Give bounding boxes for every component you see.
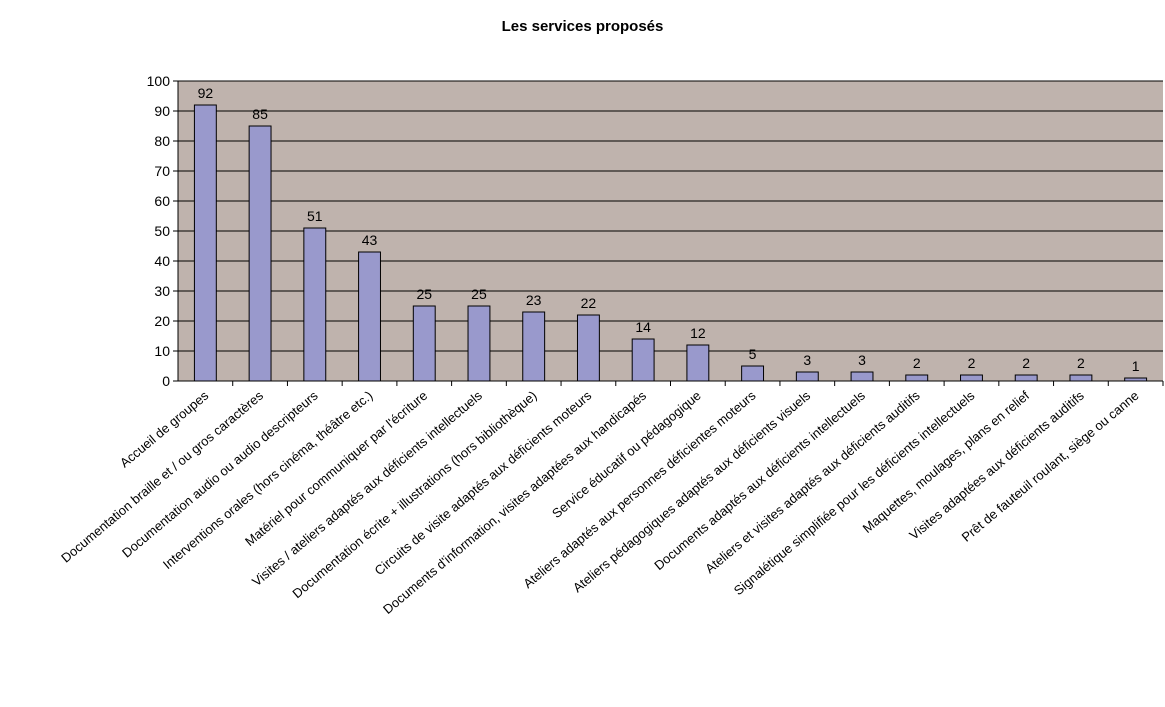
y-tick-label: 80: [154, 133, 170, 149]
bar: [960, 374, 983, 382]
category-label: Accueil de groupes: [117, 387, 212, 470]
data-label: 25: [416, 286, 432, 302]
data-label: 3: [803, 352, 811, 368]
chart-title: Les services proposés: [501, 18, 664, 35]
y-tick-label: 0: [162, 373, 170, 389]
data-label: 25: [471, 286, 487, 302]
data-label: 3: [858, 352, 866, 368]
bar: [522, 311, 546, 382]
y-tick-label: 40: [154, 253, 170, 269]
data-label: 2: [1022, 355, 1030, 371]
bar: [850, 371, 874, 382]
gridlines: [178, 80, 1163, 352]
category-label: Documentation braille et / ou gros carac…: [58, 387, 266, 565]
data-label: 43: [362, 232, 378, 248]
bar: [576, 314, 600, 382]
bar: [631, 338, 655, 382]
data-label: 5: [749, 346, 757, 362]
y-tick-label: 10: [154, 343, 170, 359]
axes: [173, 80, 1164, 386]
bar: [686, 344, 710, 382]
y-tick-label: 90: [154, 103, 170, 119]
data-label: 22: [581, 295, 597, 311]
bar: [248, 125, 272, 382]
bar: [193, 104, 217, 382]
data-label: 12: [690, 325, 706, 341]
bar: [467, 305, 491, 382]
data-label: 51: [307, 208, 323, 224]
bars: [193, 104, 1148, 382]
bar: [905, 374, 929, 382]
data-label: 1: [1132, 358, 1140, 374]
y-tick-label: 20: [154, 313, 170, 329]
y-tick-label: 100: [147, 73, 171, 89]
bar: [303, 227, 327, 382]
data-label: 2: [1077, 355, 1085, 371]
data-label: 2: [968, 355, 976, 371]
bar: [358, 251, 381, 382]
y-tick-label: 60: [154, 193, 170, 209]
y-tick-label: 50: [154, 223, 170, 239]
y-tick-label: 70: [154, 163, 170, 179]
category-label: Documents d'information, visites adaptée…: [380, 387, 649, 616]
bar: [412, 305, 436, 382]
bar: [795, 371, 819, 382]
bar: [1069, 374, 1093, 382]
bar: [741, 365, 765, 382]
bar: [1014, 374, 1038, 382]
data-label: 92: [198, 85, 214, 101]
y-tick-label: 30: [154, 283, 170, 299]
data-label: 2: [913, 355, 921, 371]
data-label: 14: [635, 319, 651, 335]
category-label: Documentation audio ou audio descripteur…: [119, 387, 321, 560]
data-label: 85: [252, 106, 268, 122]
data-label: 23: [526, 292, 542, 308]
